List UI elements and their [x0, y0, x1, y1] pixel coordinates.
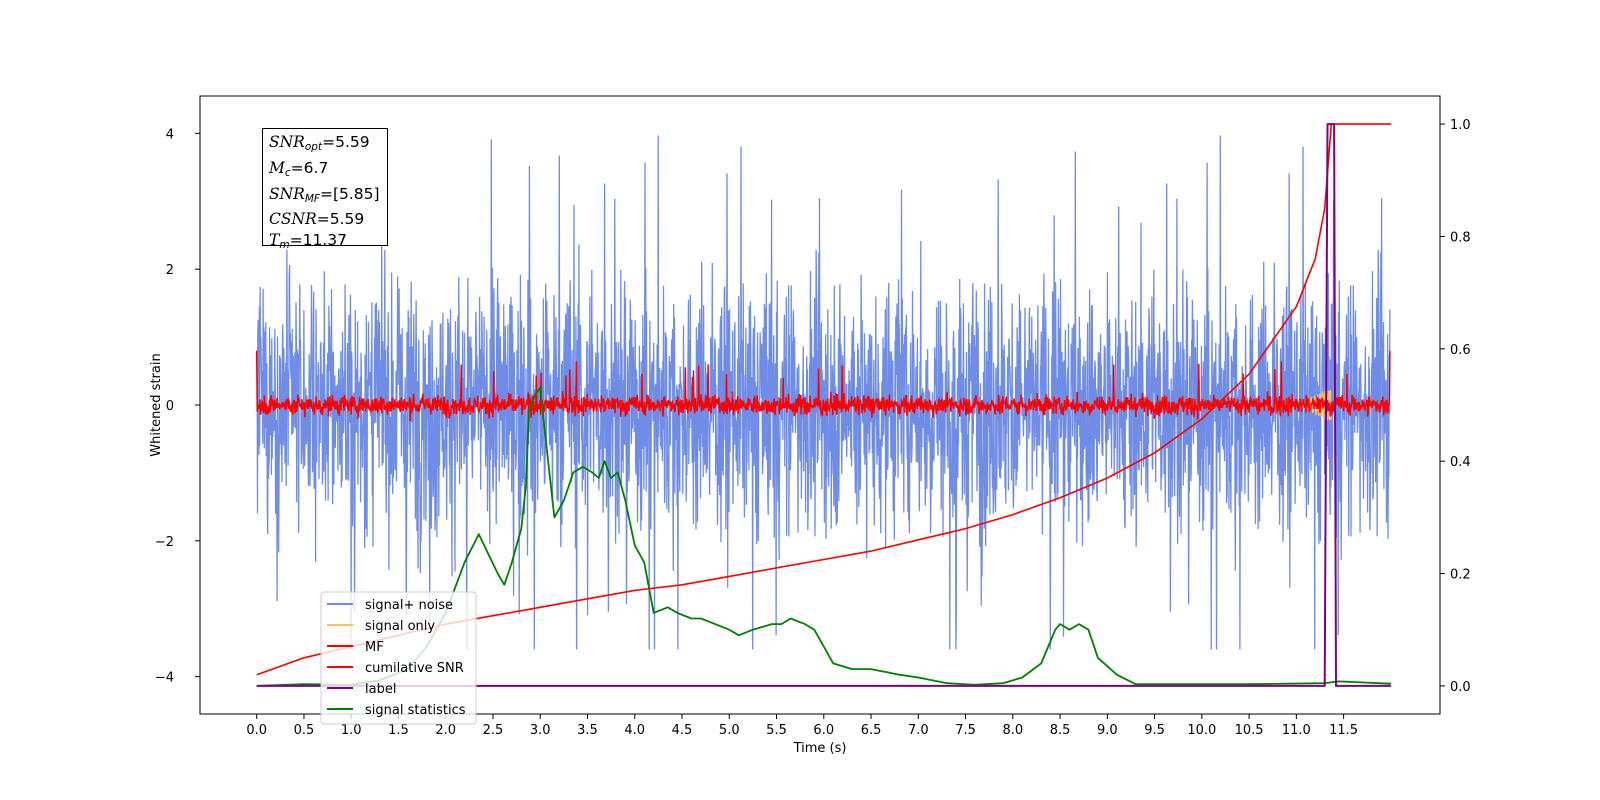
series-signal-statistics: [256, 387, 1391, 687]
x-tick-label: 4.0: [624, 723, 645, 738]
x-tick-label: 1.5: [388, 723, 409, 738]
x-tick-label: 5.0: [719, 723, 740, 738]
x-tick-label: 6.0: [813, 723, 834, 738]
annotation-csnr: CSNR=5.59: [269, 210, 365, 229]
series-mf: [255, 350, 1391, 422]
y2-tick-label: 0.0: [1450, 680, 1471, 695]
x-tick-label: 4.5: [672, 723, 693, 738]
x-tick-label: 1.0: [341, 723, 362, 738]
x-tick-label: 8.0: [1002, 723, 1023, 738]
y-tick-label: 4: [166, 127, 174, 142]
annotation-snr-opt: SNRopt=5.59: [269, 133, 370, 153]
x-tick-label: 7.5: [955, 723, 976, 738]
x-tick-label: 3.5: [577, 723, 598, 738]
x-tick-label: 11.5: [1329, 723, 1358, 738]
y-axis-right: 1.0 0.8 0.6 0.4 0.2 0.0: [1440, 118, 1471, 695]
x-tick-label: 9.0: [1097, 723, 1118, 738]
y2-tick-label: 0.4: [1450, 455, 1471, 470]
x-tick-label: 8.5: [1050, 723, 1071, 738]
y-tick-label: 2: [166, 263, 174, 278]
y2-tick-label: 1.0: [1450, 118, 1471, 133]
legend-label: signal statistics: [365, 703, 466, 718]
x-tick-label: 10.0: [1187, 723, 1216, 738]
x-tick-label: 11.0: [1282, 723, 1311, 738]
y2-tick-label: 0.6: [1450, 343, 1471, 358]
x-tick-label: 6.5: [861, 723, 882, 738]
legend-label: cumilative SNR: [365, 661, 464, 676]
legend: signal+ noise signal only MF cumilative SNR…: [320, 591, 477, 725]
annotation-tm: Tm=11.37: [269, 231, 347, 252]
legend-label: signal+ noise: [365, 598, 453, 613]
x-tick-label: 9.5: [1144, 723, 1165, 738]
legend-label: label: [365, 682, 396, 697]
series-label: [256, 123, 1391, 687]
y-tick-label: −4: [155, 671, 174, 686]
x-tick-label: 2.0: [435, 723, 456, 738]
y-tick-label: 0: [166, 399, 174, 414]
legend-label: signal only: [365, 619, 435, 634]
x-tick-label: 5.5: [766, 723, 787, 738]
y-axis-label: Whitened strain: [149, 353, 164, 456]
series-signal-noise: [256, 135, 1391, 650]
y2-tick-label: 0.8: [1450, 230, 1471, 245]
x-tick-label: 3.0: [530, 723, 551, 738]
x-tick-label: 0.0: [246, 723, 267, 738]
legend-box: [320, 591, 477, 725]
x-tick-label: 10.5: [1235, 723, 1264, 738]
y-tick-label: −2: [155, 535, 174, 550]
legend-label: MF: [365, 640, 384, 655]
x-tick-label: 0.5: [294, 723, 315, 738]
annotation-snr-mf: SNRMF=[5.85]: [269, 184, 380, 205]
annotation-mc: Mc=6.7: [269, 158, 329, 179]
y2-tick-label: 0.2: [1450, 568, 1471, 583]
x-axis-label: Time (s): [793, 741, 847, 756]
x-tick-label: 2.5: [483, 723, 504, 738]
annotation-box: SNRopt=5.59 Mc=6.7 SNRMF=[5.85] CSNR=5.5…: [262, 128, 388, 251]
x-axis: 0.0 0.5 1.0 1.5 2.0 2.5 3.0 3.5 4.0 4.5 5.0 5.5 6.0 6…: [246, 714, 1358, 738]
x-tick-label: 7.0: [908, 723, 929, 738]
y-axis-left: 4 2 0 −2 −4: [155, 127, 200, 686]
